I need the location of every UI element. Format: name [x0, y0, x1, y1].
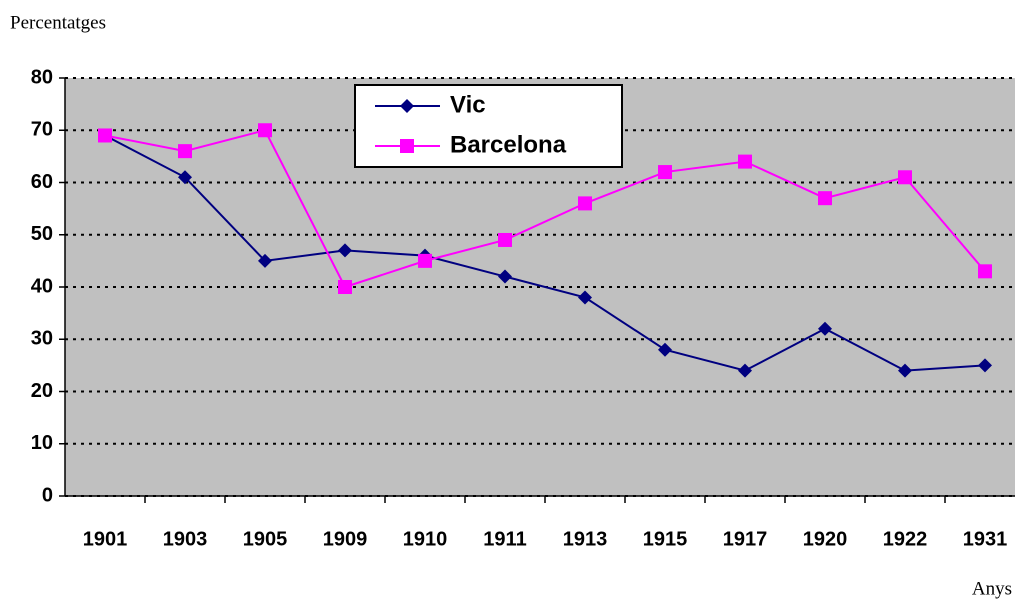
marker: [338, 243, 352, 258]
x-tick-label: 1909: [323, 528, 368, 550]
x-tick-label: 1915: [643, 528, 688, 550]
x-axis-label: Anys: [972, 578, 1012, 599]
marker: [978, 358, 992, 373]
y-tick-label: 0: [42, 484, 53, 506]
marker: [258, 253, 272, 268]
y-tick-label: 30: [31, 328, 53, 350]
marker: [738, 363, 752, 378]
series-line: [104, 134, 986, 372]
marker: [498, 269, 512, 284]
series-line: [104, 129, 986, 289]
marker: [400, 99, 414, 113]
marker: [178, 144, 192, 159]
legend-label: Vic: [450, 91, 486, 118]
marker: [418, 253, 432, 268]
x-tick-label: 1920: [803, 528, 848, 550]
marker: [400, 139, 414, 153]
marker: [658, 165, 672, 180]
marker: [498, 232, 512, 247]
x-tick-label: 1901: [83, 528, 128, 550]
x-tick-label: 1911: [483, 528, 526, 550]
x-tick-label: 1903: [163, 528, 208, 550]
x-tick-label: 1913: [563, 528, 608, 550]
legend-box: [354, 84, 623, 168]
marker: [898, 363, 912, 378]
marker: [98, 128, 112, 143]
legend-label: Barcelona: [450, 131, 567, 158]
x-tick-label: 1910: [403, 528, 448, 550]
marker: [258, 123, 272, 138]
y-axis-label: Percentatges: [10, 12, 106, 33]
marker: [578, 290, 592, 305]
y-tick-label: 80: [31, 66, 53, 88]
y-tick-label: 60: [31, 171, 53, 193]
marker: [338, 280, 352, 294]
y-tick-label: 50: [31, 223, 53, 245]
y-tick-label: 70: [31, 119, 53, 141]
marker: [178, 170, 192, 185]
y-tick-label: 40: [31, 275, 53, 297]
x-tick-label: 1905: [243, 528, 288, 550]
marker: [658, 342, 672, 357]
y-tick-label: 10: [31, 432, 53, 454]
marker: [818, 191, 832, 206]
marker: [578, 196, 592, 211]
marker: [978, 264, 992, 279]
x-tick-label: 1922: [883, 528, 928, 550]
marker: [898, 170, 912, 185]
marker: [818, 321, 832, 336]
marker: [738, 154, 752, 169]
x-tick-label: 1917: [723, 528, 768, 550]
y-tick-label: 20: [31, 380, 53, 402]
x-tick-label: 1931: [963, 528, 1008, 550]
